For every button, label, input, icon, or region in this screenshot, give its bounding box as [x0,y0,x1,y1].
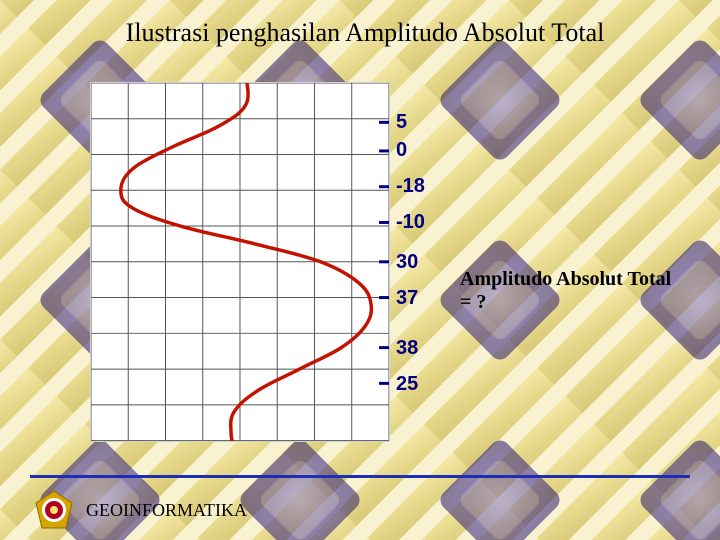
value-labels: 5 0 -18 -10 30 37 38 25 [396,82,451,442]
footer-text: GEOINFORMATIKA [86,500,247,521]
value-label: 38 [396,338,418,358]
value-label: 5 [396,112,407,132]
page-title: Ilustrasi penghasilan Amplitudo Absolut … [0,18,720,48]
amplitude-chart [90,82,390,442]
value-label: 0 [396,140,407,160]
side-question-line2: = ? [460,291,486,313]
institution-logo [34,490,74,530]
chart-svg [91,83,389,441]
footer-divider [30,475,690,478]
value-label: 30 [396,252,418,272]
value-label: 37 [396,288,418,308]
side-question: Amplitudo Absolut Total = ? [460,268,690,314]
value-label: -18 [396,176,425,196]
value-label: -10 [396,212,425,232]
page-title-text: Ilustrasi penghasilan Amplitudo Absolut … [116,18,605,48]
side-question-line1: Amplitudo Absolut Total [460,268,671,290]
value-label: 25 [396,374,418,394]
